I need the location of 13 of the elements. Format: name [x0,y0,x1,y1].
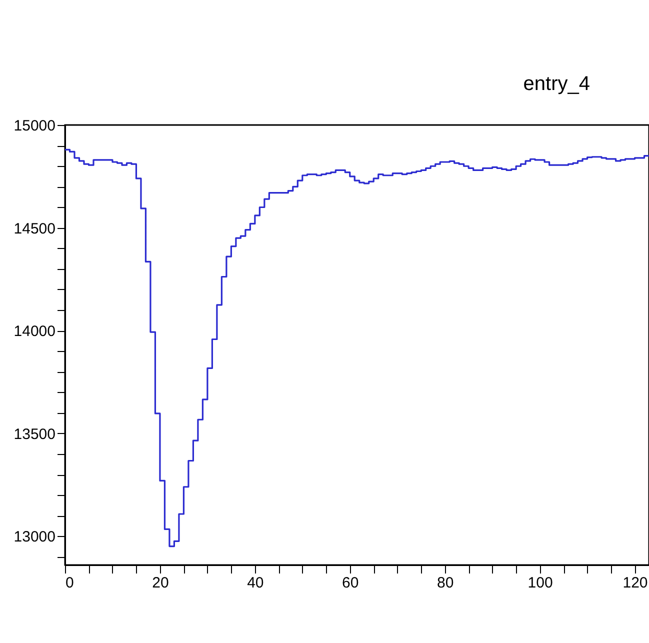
x-tick-label: 60 [342,574,359,592]
x-tick-label: 0 [66,574,74,592]
x-tick-label: 120 [622,574,648,592]
x-tick-label: 20 [152,574,169,592]
y-tick-label: 14000 [14,323,56,340]
chart-title: entry_4 [523,73,590,95]
y-tick-label: 14500 [14,220,56,238]
y-tick-label: 13000 [14,528,56,546]
y-tick-label: 15000 [14,118,56,134]
y-tick-label: 13500 [14,426,56,443]
x-tick-label: 80 [436,574,454,592]
x-tick-label: 100 [528,574,553,592]
x-tick-label: 40 [247,574,264,592]
